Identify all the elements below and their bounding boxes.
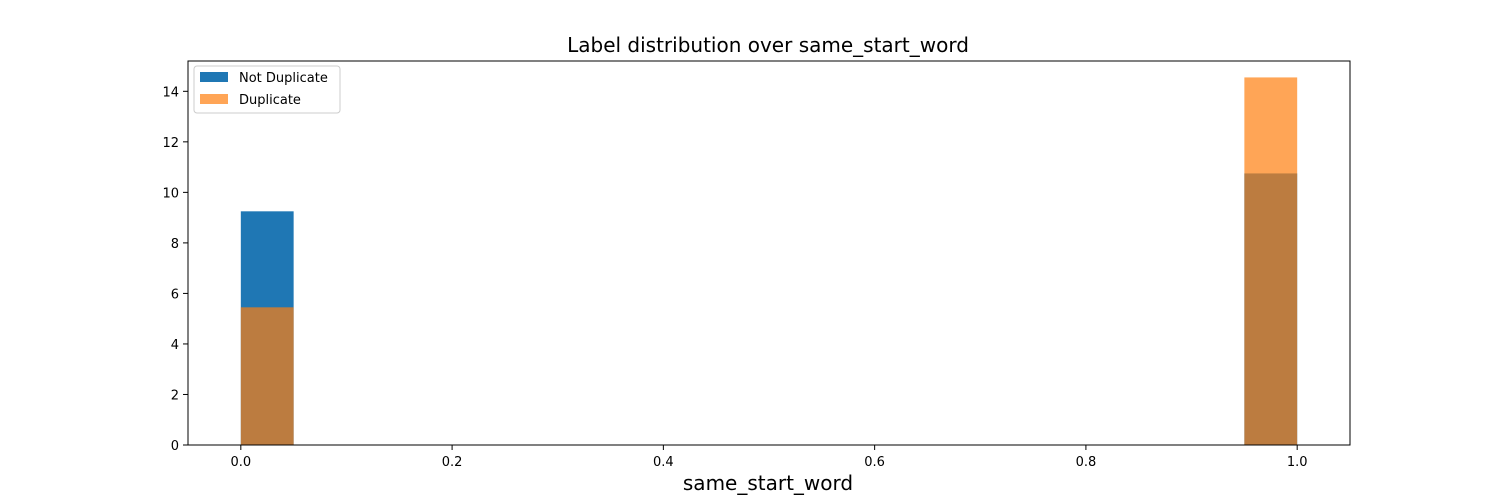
bar-duplicate-0 xyxy=(240,307,294,445)
legend-box xyxy=(193,65,341,114)
x-tick-label: 0.2 xyxy=(442,455,463,470)
y-tick-label: 4 xyxy=(171,338,179,353)
legend: Not Duplicate Duplicate xyxy=(193,65,341,114)
y-tick-label: 0 xyxy=(171,439,179,454)
x-tick-label: 0.8 xyxy=(1076,455,1097,470)
y-tick-label: 2 xyxy=(171,388,179,403)
y-tick-label: 12 xyxy=(162,136,179,151)
y-tick-label: 6 xyxy=(171,287,179,302)
y-axis: 0 2 4 6 8 10 12 14 xyxy=(162,85,188,454)
bar-duplicate-1 xyxy=(1244,77,1298,445)
x-axis-label: same_start_word xyxy=(683,471,853,495)
legend-swatch-not-duplicate xyxy=(200,72,228,82)
x-tick-label: 1.0 xyxy=(1287,455,1308,470)
legend-swatch-duplicate xyxy=(200,94,228,104)
x-tick-label: 0.0 xyxy=(230,455,251,470)
y-tick-label: 14 xyxy=(162,85,179,100)
x-axis: 0.0 0.2 0.4 0.6 0.8 1.0 xyxy=(230,445,1308,470)
y-tick-label: 10 xyxy=(162,186,179,201)
plot-frame xyxy=(187,60,1351,446)
y-tick-label: 8 xyxy=(171,237,179,252)
legend-label-not-duplicate: Not Duplicate xyxy=(239,71,328,86)
bars-group xyxy=(240,77,1298,445)
legend-label-duplicate: Duplicate xyxy=(239,93,301,108)
x-tick-label: 0.6 xyxy=(864,455,885,470)
x-tick-label: 0.4 xyxy=(653,455,674,470)
chart-title: Label distribution over same_start_word xyxy=(567,33,969,57)
